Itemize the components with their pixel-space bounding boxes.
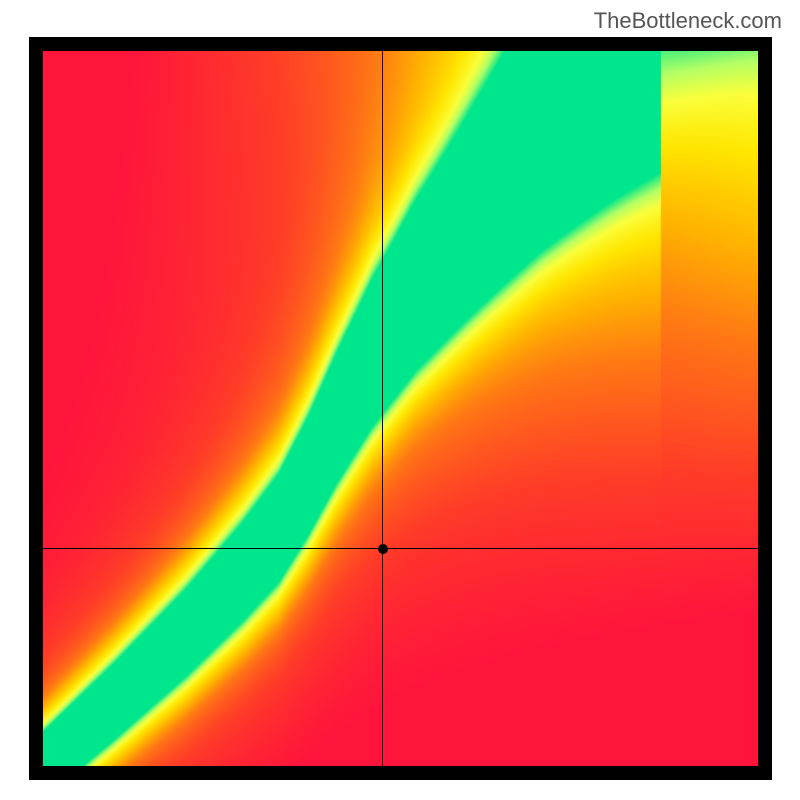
watermark-text: TheBottleneck.com [594,8,782,34]
chart-stage: TheBottleneck.com [0,0,800,800]
crosshair-marker [378,544,388,554]
crosshair-horizontal [43,548,758,550]
crosshair-vertical [382,51,384,766]
heatmap-canvas [43,51,758,766]
